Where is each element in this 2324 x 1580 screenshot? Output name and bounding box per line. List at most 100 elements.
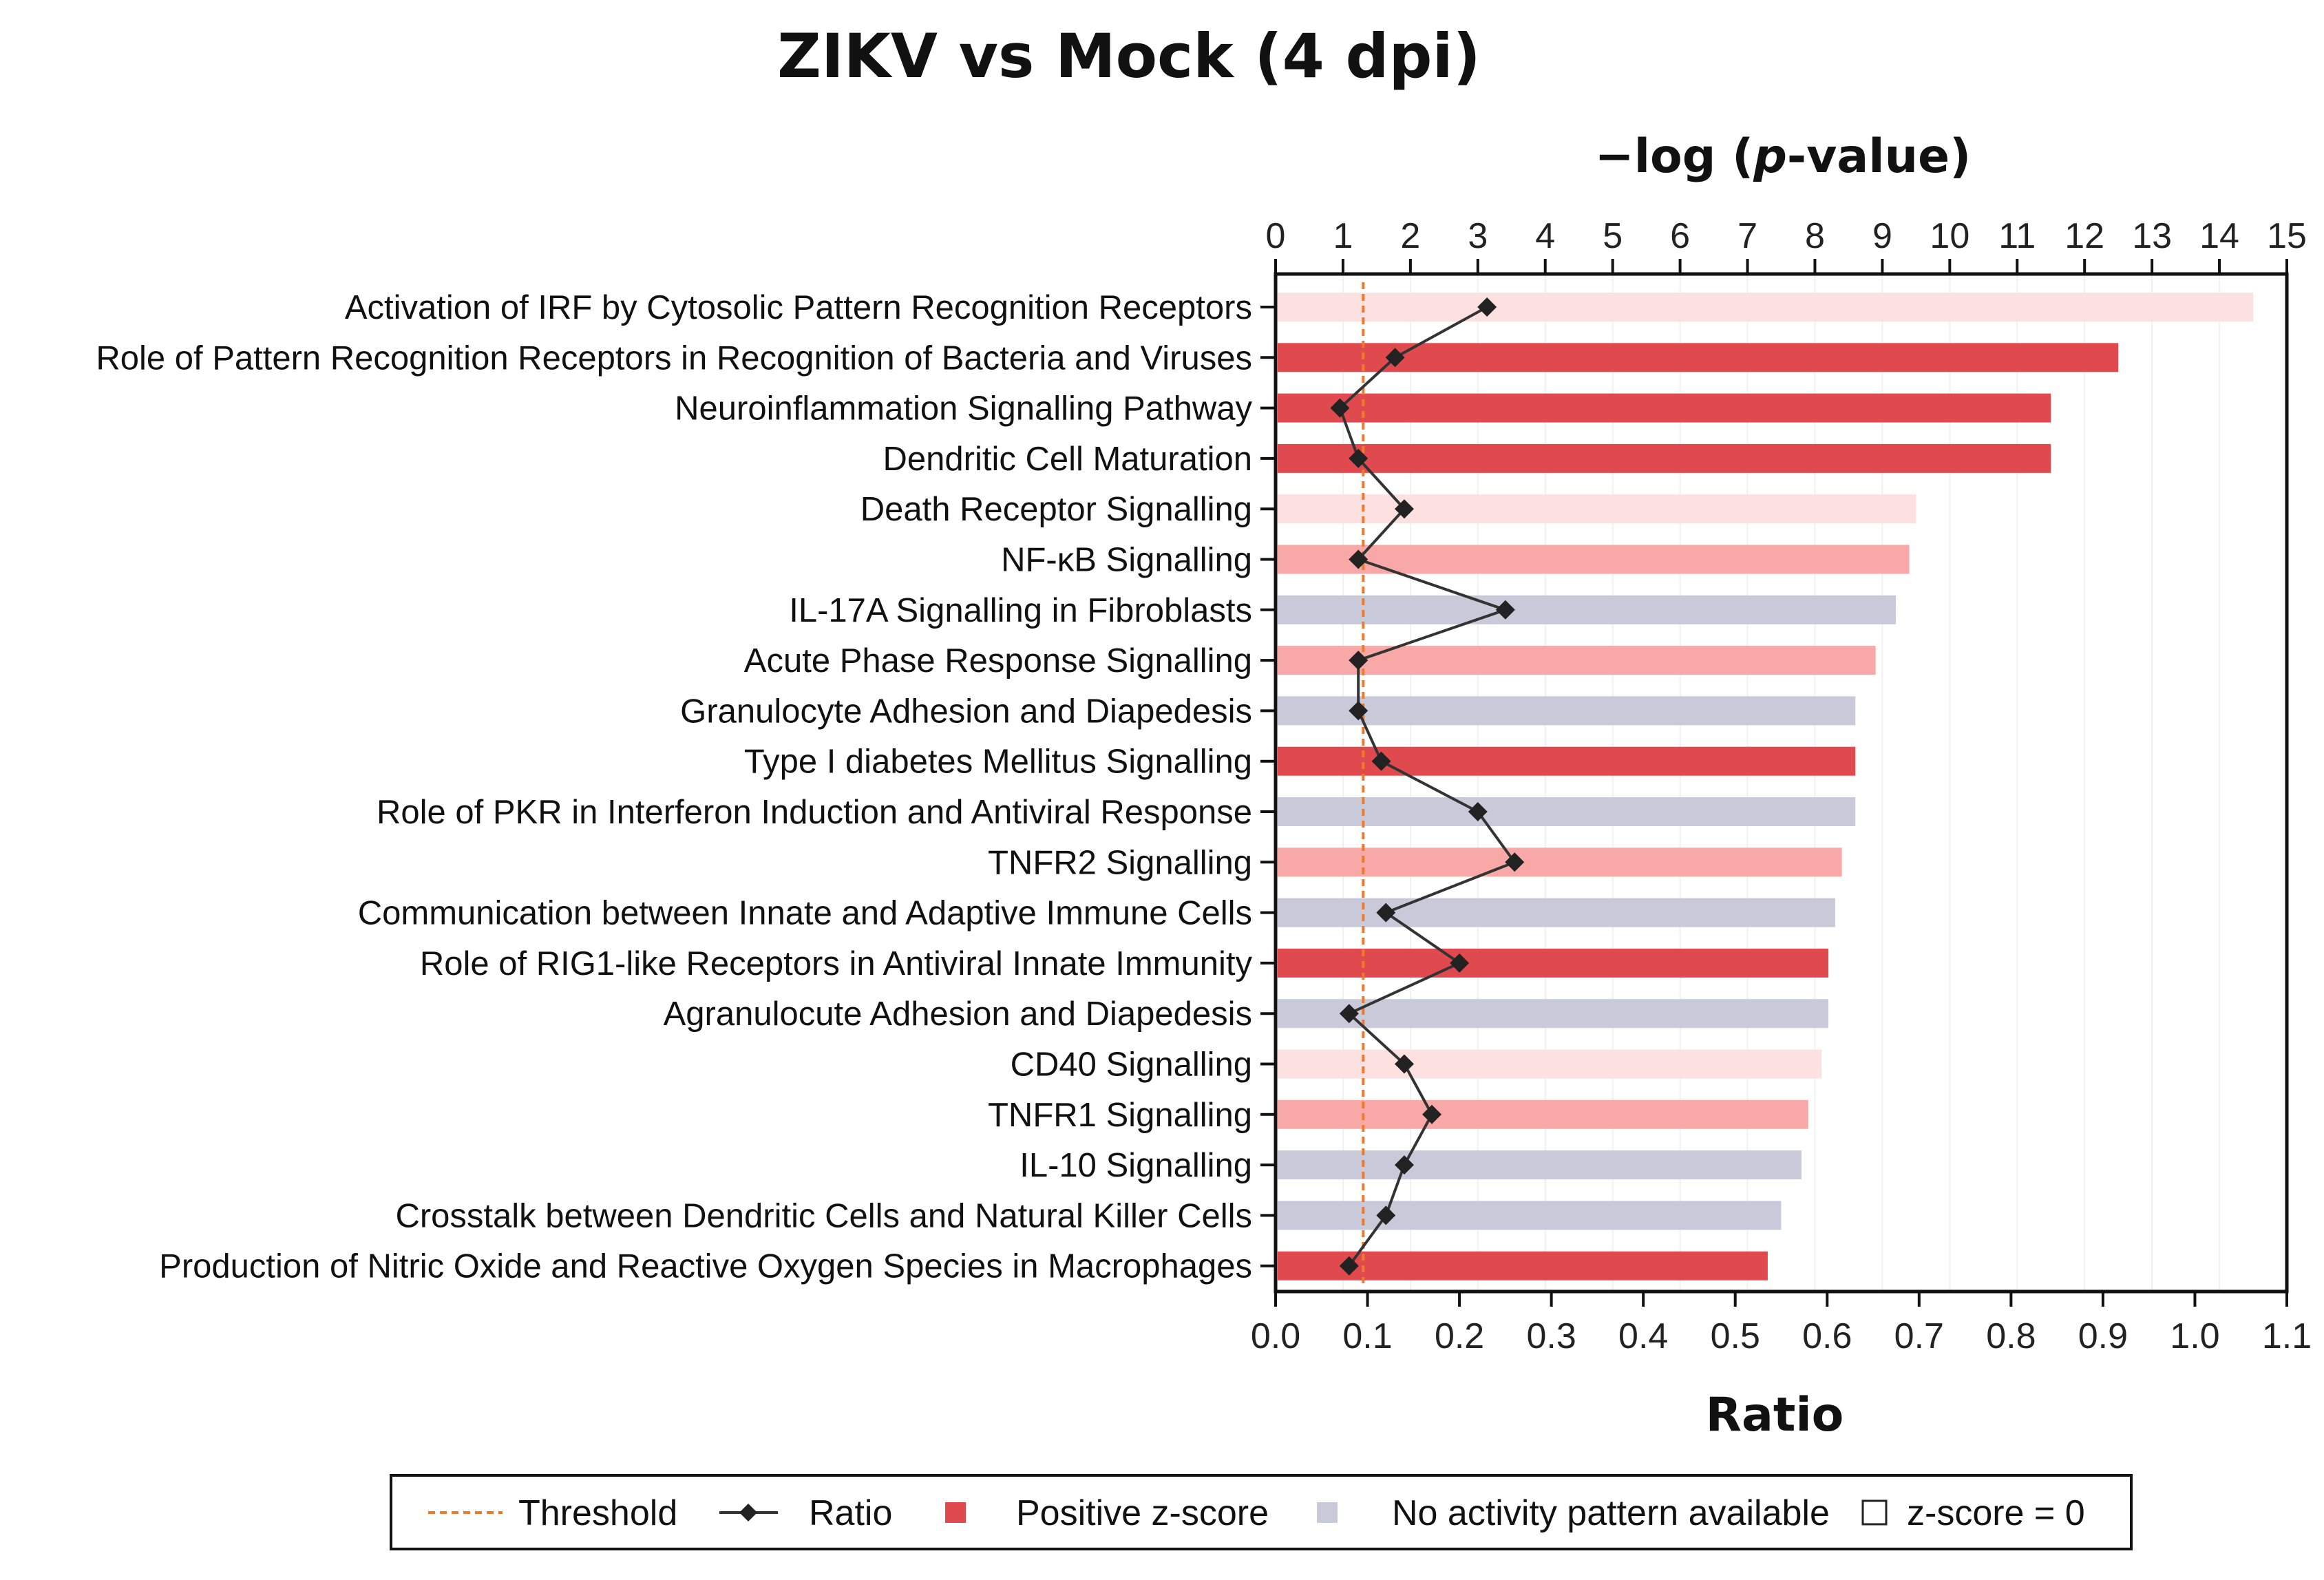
- ratio-point: [1394, 1155, 1414, 1175]
- category-label: Neuroinflammation Signalling Pathway: [675, 390, 1252, 428]
- category-labels: Activation of IRF by Cytosolic Pattern R…: [96, 289, 1252, 1285]
- ratio-point: [1450, 953, 1470, 973]
- axes: 0 1 2 3 4 5 6 7 8 9 10 11 12 13 14 150.0 0.1 0.2 0.3 0.4 0.5…: [1251, 216, 2312, 1356]
- bottom-tick-label: 0.1: [1342, 1316, 1392, 1356]
- bottom-tick-label: 1.0: [2170, 1316, 2219, 1356]
- bar: [1278, 443, 2051, 473]
- bar: [1278, 1049, 1822, 1079]
- top-tick-label: 6: [1670, 216, 1690, 256]
- plot-frame: [1274, 272, 2289, 1294]
- top-tick-label: 1: [1333, 216, 1353, 256]
- top-tick-label: 10: [1930, 216, 1969, 256]
- top-tick-label: 2: [1400, 216, 1420, 256]
- bar: [1278, 797, 1856, 826]
- top-tick-label: 3: [1468, 216, 1488, 256]
- bottom-tick-label: 0.7: [1894, 1316, 1944, 1356]
- bar: [1278, 646, 1876, 675]
- chart-title: ZIKV vs Mock (4 dpi): [777, 21, 1481, 92]
- bottom-tick-label: 0.2: [1435, 1316, 1484, 1356]
- category-label: Role of PKR in Interferon Induction and …: [377, 794, 1252, 831]
- ratio-series: [1330, 297, 1525, 1276]
- legend-na-label: No activity pattern available: [1392, 1493, 1830, 1533]
- top-tick-label: 9: [1872, 216, 1892, 256]
- legend-threshold-label: Threshold: [518, 1493, 677, 1533]
- category-label: Production of Nitric Oxide and Reactive …: [159, 1248, 1252, 1285]
- category-label: Crosstalk between Dendritic Cells and Na…: [395, 1197, 1252, 1234]
- bottom-tick-label: 1.1: [2262, 1316, 2312, 1356]
- ratio-point: [1376, 1205, 1396, 1225]
- category-label: Death Receptor Signalling: [860, 491, 1252, 528]
- bar: [1278, 1201, 1782, 1230]
- category-label: CD40 Signalling: [1011, 1046, 1252, 1084]
- bar: [1278, 343, 2119, 372]
- bar: [1278, 847, 1842, 877]
- category-label: TNFR1 Signalling: [988, 1097, 1252, 1134]
- ratio-point: [1468, 802, 1488, 821]
- top-tick-label: 13: [2132, 216, 2172, 256]
- top-tick-label: 11: [1998, 216, 2036, 256]
- bar: [1278, 1099, 1808, 1129]
- ratio-point: [1330, 398, 1350, 418]
- bottom-axis-title: Ratio: [1706, 1388, 1844, 1442]
- top-axis-title: −log (p-value): [1595, 129, 1971, 184]
- bottom-tick-label: 0.3: [1526, 1316, 1576, 1356]
- top-tick-label: 0: [1266, 216, 1286, 256]
- grid-lines: [1342, 274, 2288, 1292]
- category-label: Role of RIG1-like Receptors in Antiviral…: [420, 945, 1253, 982]
- legend-na-swatch: [1317, 1502, 1338, 1523]
- bottom-tick-label: 0.9: [2078, 1316, 2128, 1356]
- category-label: Communication between Innate and Adaptiv…: [358, 895, 1252, 932]
- category-label: Activation of IRF by Cytosolic Pattern R…: [345, 289, 1252, 326]
- ratio-point: [1477, 297, 1497, 317]
- ratio-point: [1394, 499, 1414, 519]
- bar: [1278, 494, 1916, 524]
- ratio-point: [1495, 600, 1515, 620]
- legend: Threshold Ratio Positive z-score No acti…: [390, 1474, 2133, 1550]
- bar: [1278, 393, 2051, 423]
- ratio-line: [1338, 306, 1517, 1267]
- bottom-tick-label: 0.5: [1711, 1316, 1760, 1356]
- category-label: TNFR2 Signalling: [988, 844, 1252, 881]
- category-label: Granulocyte Adhesion and Diapedesis: [680, 693, 1252, 730]
- bar: [1278, 595, 1896, 624]
- legend-zero-label: z-score = 0: [1907, 1493, 2085, 1533]
- ratio-point: [1505, 852, 1525, 872]
- ratio-point: [1385, 348, 1405, 368]
- top-tick-label: 12: [2064, 216, 2104, 256]
- legend-zero-swatch: [1861, 1499, 1888, 1526]
- bar: [1278, 948, 1829, 978]
- bottom-tick-label: 0.8: [1986, 1316, 2036, 1356]
- bar: [1278, 545, 1910, 574]
- bottom-tick-label: 0.0: [1251, 1316, 1300, 1356]
- bars: [1278, 293, 2254, 1281]
- category-label: Agranulocute Adhesion and Diapedesis: [664, 996, 1252, 1033]
- ratio-point: [1422, 1104, 1442, 1124]
- ratio-point: [1339, 1004, 1359, 1024]
- top-tick-label: 4: [1535, 216, 1555, 256]
- category-label: Role of Pattern Recognition Receptors in…: [96, 339, 1252, 377]
- legend-ratio-marker: [739, 1504, 757, 1521]
- top-tick-label: 7: [1737, 216, 1757, 256]
- ratio-point: [1376, 903, 1396, 923]
- ratio-point: [1349, 448, 1369, 468]
- top-tick-label: 15: [2267, 216, 2307, 256]
- category-label: IL-10 Signalling: [1020, 1147, 1252, 1184]
- legend-box: [390, 1474, 2133, 1550]
- category-label: Acute Phase Response Signalling: [744, 642, 1252, 680]
- bar: [1278, 293, 2254, 322]
- ratio-point: [1349, 549, 1369, 569]
- bar: [1278, 1251, 1768, 1281]
- ratio-point: [1349, 651, 1369, 671]
- ratio-point: [1371, 751, 1391, 771]
- ratio-point: [1394, 1054, 1414, 1074]
- category-label: Type I diabetes Mellitus Signalling: [744, 744, 1252, 781]
- ratio-point: [1339, 1256, 1359, 1276]
- bar: [1278, 696, 1856, 726]
- bottom-tick-label: 0.4: [1618, 1316, 1668, 1356]
- legend-ratio-label: Ratio: [809, 1493, 892, 1533]
- top-tick-label: 14: [2199, 216, 2239, 256]
- top-axis-title-prefix: −log (: [1595, 129, 1753, 184]
- top-axis-title-suffix: -value): [1787, 129, 1971, 184]
- legend-positive-label: Positive z-score: [1016, 1493, 1269, 1533]
